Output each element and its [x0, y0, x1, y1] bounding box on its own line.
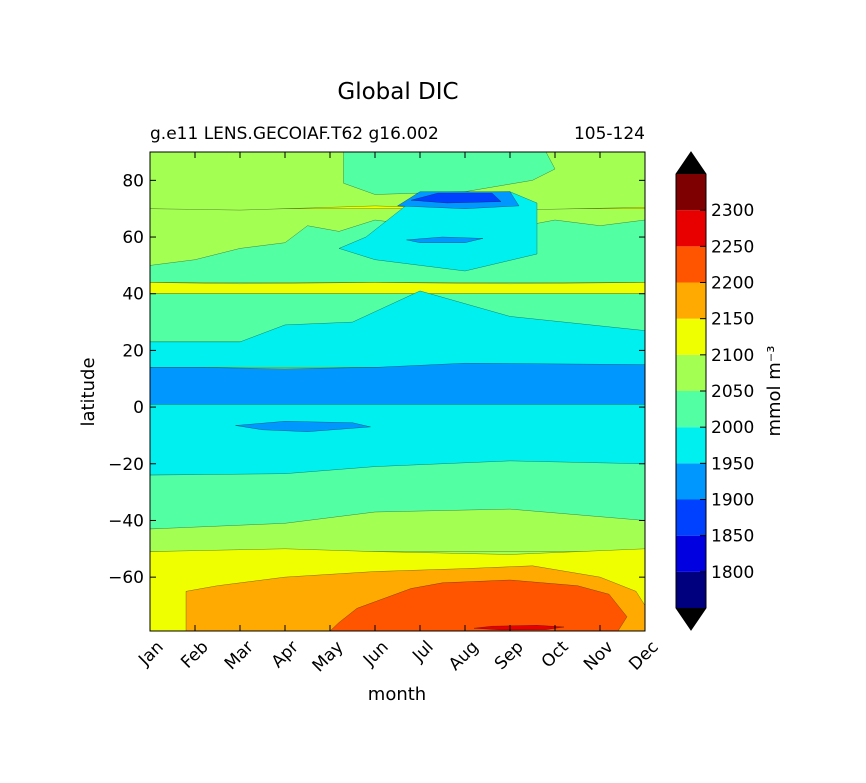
colorbar-segment [676, 463, 706, 500]
colorbar-segment [676, 499, 706, 536]
band-1900-north-small [406, 236, 484, 243]
y-tick-label: 20 [122, 341, 144, 361]
chart-subtitle-left: g.e11 LENS.GECOIAF.T62 g16.002 [150, 124, 439, 144]
x-tick-label: Jun [359, 637, 393, 671]
colorbar-frame [675, 151, 707, 631]
colorbar-tick-label: 2000 [711, 418, 754, 438]
y-tick-label: 40 [122, 285, 144, 305]
colorbar-segment [676, 282, 706, 319]
colorbar-tick-label: 1900 [711, 491, 754, 511]
band-2050-south [150, 508, 645, 552]
colorbar-tick-label: 2250 [711, 237, 754, 257]
y-tick-label: −20 [108, 455, 144, 475]
y-tick-label: −60 [108, 568, 144, 588]
colorbar-segment [676, 535, 706, 572]
band-1900-equator [150, 362, 645, 405]
y-tick-label: 60 [122, 228, 144, 248]
colorbar-segment [676, 174, 706, 211]
x-tick-label: Apr [268, 637, 303, 672]
colorbar-tick-label: 2050 [711, 382, 754, 402]
band-1900-south [235, 421, 371, 432]
chart-title: Global DIC [337, 79, 458, 105]
y-tick-label: −40 [108, 511, 144, 531]
x-tick-label: Dec [625, 637, 662, 674]
colorbar-tick-label: 1950 [711, 454, 754, 474]
colorbar-tick-label: 2100 [711, 346, 754, 366]
band-2000-north-cap [343, 152, 556, 195]
x-axis-label: month [368, 684, 426, 705]
colorbar-segment [676, 571, 706, 608]
colorbar-segment [676, 391, 706, 428]
band-1950-sub [150, 290, 645, 368]
x-tick-label: Mar [221, 637, 258, 674]
colorbar-segment [676, 246, 706, 283]
x-tick-label: Jul [408, 637, 437, 666]
colorbar-segment [676, 427, 706, 464]
colorbar-segment [676, 354, 706, 391]
band-1850-north [410, 192, 502, 204]
colorbar-segment [676, 210, 706, 247]
colorbar-tick-label: 2150 [711, 310, 754, 330]
y-axis-label: latitude [78, 357, 99, 426]
band-2100-40n [150, 282, 645, 294]
band-2250-south [473, 625, 565, 631]
x-tick-label: Oct [538, 637, 573, 672]
x-tick-label: Nov [580, 637, 618, 675]
colorbar-tick-label: 2200 [711, 274, 754, 294]
y-tick-label: 0 [133, 398, 144, 418]
colorbar-extend-bottom [676, 608, 706, 630]
colorbar-extend-top [676, 152, 706, 174]
colorbar: 1800 1850 1900 1950 2000 2050 2100 2150 2200 2250… [675, 151, 754, 631]
x-tick-label: Sep [491, 637, 528, 674]
band-2200-south [329, 579, 628, 631]
y-axis: 80 60 40 20 0 −20 −40 −60 [108, 171, 645, 588]
colorbar-label: mmol m⁻³ [764, 345, 785, 436]
colorbar-tick-label: 2300 [711, 201, 754, 221]
y-tick-label: 80 [122, 171, 144, 191]
x-tick-label: Feb [177, 637, 212, 672]
colorbar-segment [676, 318, 706, 355]
x-tick-label: Jan [134, 637, 167, 670]
x-tick-label: Aug [445, 637, 483, 675]
plot-frame [149, 151, 646, 632]
chart-subtitle-right: 105-124 [574, 124, 645, 144]
contour-plot [150, 152, 645, 631]
colorbar-tick-label: 1850 [711, 527, 754, 547]
x-tick-label: May [309, 637, 348, 676]
contour-bands [150, 152, 645, 631]
colorbar-tick-label: 1800 [711, 563, 754, 583]
